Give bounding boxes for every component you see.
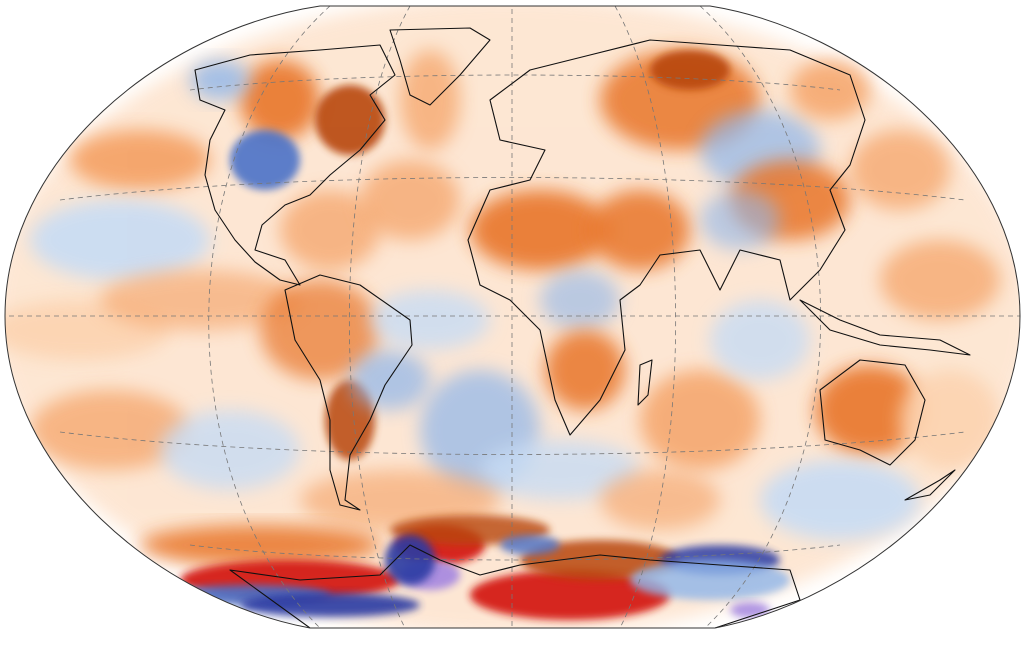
anomaly-patch: [190, 60, 250, 100]
anomaly-patch: [815, 365, 925, 455]
anomaly-field: [5, 6, 1020, 628]
anomaly-patch: [350, 350, 430, 410]
anomaly-patch: [700, 190, 780, 250]
anomaly-patch: [360, 160, 460, 240]
anomaly-patch: [280, 190, 380, 270]
anomaly-patch: [650, 50, 730, 90]
anomaly-patch: [545, 330, 625, 410]
australia: [819, 359, 926, 466]
anomaly-patch: [240, 593, 420, 617]
anomaly-patch: [730, 602, 770, 618]
anomaly-patch: [370, 290, 490, 350]
anomaly-patch: [520, 540, 680, 580]
north-america: [194, 44, 396, 286]
anomaly-patch: [480, 440, 640, 500]
anomaly-patch: [470, 190, 610, 270]
anomaly-patch: [640, 370, 760, 470]
anomaly-patch: [880, 240, 1000, 320]
anomaly-patch: [240, 60, 320, 140]
anomaly-patch: [760, 460, 920, 540]
anomaly-patch: [30, 200, 210, 280]
anomaly-patch: [630, 560, 790, 600]
anomaly-patch: [600, 470, 720, 530]
anomaly-patch: [315, 85, 385, 155]
anomaly-patch: [500, 535, 560, 555]
anomaly-patch: [100, 270, 300, 330]
anomaly-patch: [30, 390, 190, 470]
globe-outline: [4, 5, 1021, 629]
anomaly-patch: [470, 570, 670, 620]
anomaly-patch: [300, 470, 500, 530]
meridian: [348, 6, 411, 628]
anomaly-patch: [230, 130, 300, 190]
anomaly-patch: [400, 50, 460, 150]
greenland: [389, 27, 491, 106]
anomaly-patch: [160, 410, 300, 490]
parallel: [59, 177, 966, 201]
anomaly-patch: [390, 515, 550, 545]
new-zealand: [904, 469, 956, 501]
parallel: [59, 431, 966, 455]
anomaly-patch: [710, 300, 810, 380]
south-america: [284, 274, 413, 511]
anomaly-patch: [385, 535, 435, 585]
anomaly-patch: [260, 280, 380, 380]
eurasia-africa: [467, 39, 866, 436]
parallel: [189, 74, 841, 91]
anomaly-patch: [540, 270, 620, 330]
anomaly-patch: [850, 130, 950, 210]
coastlines: [194, 27, 971, 628]
parallel: [189, 544, 841, 561]
meridian: [614, 6, 677, 628]
meridian: [208, 6, 331, 628]
indonesia: [799, 299, 971, 356]
madagascar: [637, 359, 653, 406]
anomaly-patch: [790, 60, 870, 120]
antarctica: [229, 544, 801, 628]
anomaly-patch: [590, 190, 690, 270]
anomaly-patch: [70, 130, 210, 190]
meridian: [699, 6, 822, 628]
anomaly-patch: [900, 370, 1000, 470]
